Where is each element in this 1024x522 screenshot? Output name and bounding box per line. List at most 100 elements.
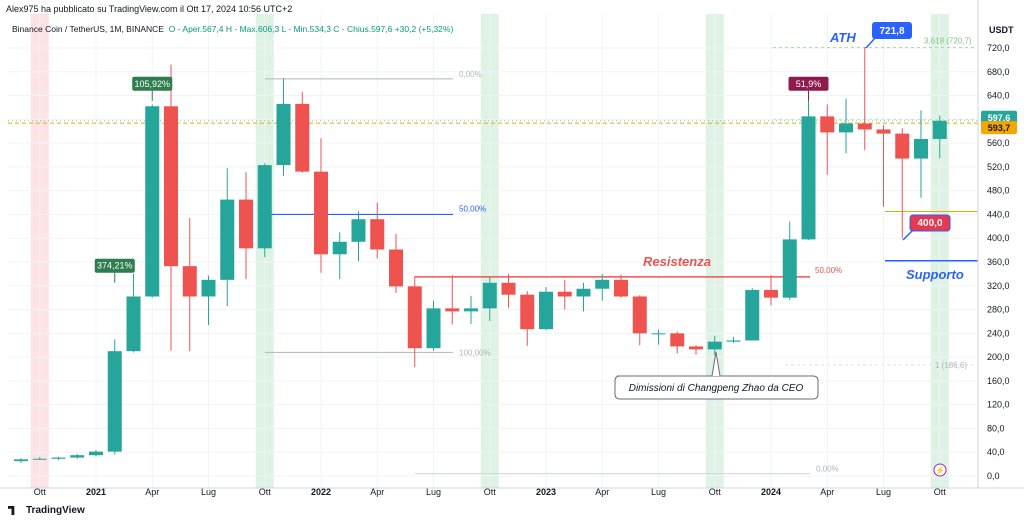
x-tick-label: Ott (934, 487, 947, 497)
low-pointer (902, 229, 914, 241)
candle-body (351, 219, 366, 242)
candle-body (839, 123, 853, 133)
candle-body (501, 282, 516, 295)
x-tick-label: 2024 (761, 487, 781, 497)
event-icon (933, 463, 947, 477)
y-tick-label: 680,0 (987, 67, 1010, 77)
ohlc-values: O - Aper.567,4 H - Max.606,3 L - Min.534… (168, 24, 454, 34)
candle-body (857, 123, 872, 130)
tradingview-icon (8, 506, 15, 515)
candle-body (14, 459, 28, 462)
x-tick-label: Apr (145, 487, 159, 497)
candle-body (764, 289, 778, 298)
x-tick-label: Apr (595, 487, 609, 497)
tradingview-logo[interactable]: TradingView (8, 505, 85, 516)
y-tick-label: 240,0 (987, 328, 1010, 338)
x-tick-label: Ott (34, 487, 47, 497)
y-tick-label: 440,0 (987, 209, 1010, 219)
annotations: 374,21% 105,92% 51,9% ATH 721,8 400,0 Dimissio… (94, 22, 951, 477)
candle-body (126, 296, 141, 352)
fib2-100-label: 1 (186,6) (935, 361, 967, 370)
candle-body (520, 294, 535, 330)
candles (14, 46, 947, 463)
event-icon-glyph: ⚡ (935, 465, 945, 475)
last-price-tag: 597,6 (988, 113, 1011, 123)
candle-body (145, 106, 160, 297)
x-tick-label: 2022 (311, 487, 331, 497)
candle-body (407, 286, 422, 349)
x-axis: Ott 2021 Apr Lug Ott 2022 Apr Lug Ott 2023 Apr Lug O… (0, 487, 1024, 497)
candle-body (801, 116, 816, 240)
candle-body (445, 308, 460, 312)
note-text: Dimissioni di Changpeng Zhao da CEO (629, 383, 804, 394)
fib2-50-label: 50,00% (815, 266, 842, 275)
candle-body (820, 116, 835, 133)
x-tick-label: Lug (876, 487, 891, 497)
y-tick-label: 360,0 (987, 257, 1010, 267)
candle-body (464, 308, 478, 312)
candle-body (614, 279, 628, 297)
symbol-info: Binance Coin / TetherUS, 1M, BINANCE O -… (12, 24, 453, 34)
x-tick-label: Apr (820, 487, 834, 497)
candle-body (670, 333, 685, 347)
pct-51-tag-bg (788, 76, 829, 91)
y-tick-label: 200,0 (987, 352, 1010, 362)
candle-body (632, 296, 647, 334)
x-tick-label: Ott (709, 487, 722, 497)
y-tick-label: 0,0 (987, 471, 1000, 481)
candle-body (707, 341, 722, 350)
y-tick-label: 80,0 (987, 423, 1005, 433)
candle-body (164, 106, 178, 267)
candle-body (576, 288, 591, 297)
y-tick-label: 400,0 (987, 233, 1010, 243)
candle-body (914, 138, 928, 159)
candle-body (107, 351, 122, 452)
x-tick-label: 2023 (536, 487, 556, 497)
fib2-0-label: 0,00% (816, 465, 839, 474)
y-tick-label: 280,0 (987, 305, 1010, 315)
orange-price-tag-bg (981, 121, 1017, 135)
brand-text: TradingView (26, 505, 85, 516)
candle-body (295, 103, 310, 172)
candle-body (876, 129, 891, 134)
x-tick-label: 2021 (86, 487, 106, 497)
pct-374-tag-bg (94, 258, 135, 273)
candle-body (539, 291, 553, 330)
y-tick-label: 40,0 (987, 447, 1005, 457)
x-tick-label: Ott (484, 487, 497, 497)
ath-label: ATH (829, 30, 856, 45)
candle-body (70, 455, 85, 458)
symbol-name: Binance Coin / TetherUS, 1M, BINANCE (12, 24, 164, 34)
pct-51-tag: 51,9% (796, 79, 822, 89)
x-tick-label: Apr (370, 487, 384, 497)
y-tick-label: 720,0 (987, 43, 1010, 53)
low-value-bg (909, 214, 951, 232)
candle-body (689, 346, 703, 350)
candle-body (276, 103, 291, 166)
candle-body (182, 266, 197, 297)
orange-price-tag: 593,7 (988, 123, 1011, 133)
candle-body (370, 219, 385, 250)
candle-body (482, 282, 497, 309)
x-tick-label: Lug (426, 487, 441, 497)
candle-body (895, 133, 910, 159)
y-tick-label: 560,0 (987, 138, 1010, 148)
candle-body (389, 249, 403, 287)
candle-body (220, 199, 235, 280)
y-tick-label: 120,0 (987, 400, 1010, 410)
ath-pointer (865, 37, 876, 49)
fib-0-label: 0,00% (459, 70, 482, 79)
candle-body (32, 458, 47, 460)
y-axis: 0,0 40,0 80,0 120,0 160,0 200,0 240,0 280,0 320,… (977, 0, 1017, 488)
candle-body (426, 308, 441, 349)
x-tick-label: Lug (201, 487, 216, 497)
pct-105-tag-bg (132, 76, 173, 91)
level-lines: 0,00% 50,00% 100,00% 0,00% 1 (186,6) 3,618 (7… (8, 37, 978, 475)
low-value: 400,0 (917, 218, 942, 229)
candle-body (745, 289, 760, 341)
candle-body (89, 451, 103, 456)
candle-body (782, 239, 797, 298)
x-tick-label: Lug (651, 487, 666, 497)
pct-374-tag: 374,21% (97, 261, 133, 271)
